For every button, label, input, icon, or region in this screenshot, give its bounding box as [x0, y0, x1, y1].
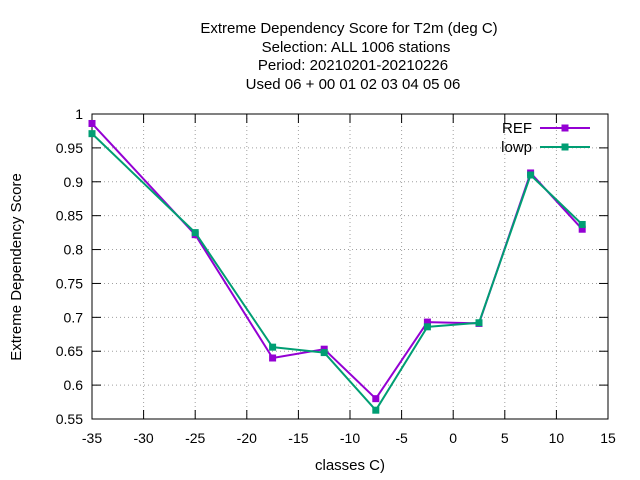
y-tick-label: 0.9: [64, 174, 84, 190]
x-tick-label: -25: [185, 430, 205, 446]
data-point-REF: [269, 354, 277, 362]
y-tick-label: 0.95: [56, 140, 83, 156]
y-tick-label: 0.7: [64, 309, 84, 325]
data-point-lowp: [527, 171, 535, 179]
x-tick-label: 15: [600, 430, 616, 446]
y-tick-label: 0.75: [56, 275, 83, 291]
x-tick-label: -5: [395, 430, 408, 446]
data-point-lowp: [475, 319, 483, 327]
legend-label-REF: REF: [502, 120, 532, 137]
y-tick-label: 0.85: [56, 208, 83, 224]
x-tick-label: -15: [288, 430, 308, 446]
x-tick-label: -20: [237, 430, 257, 446]
title-line-2: Selection: ALL 1006 stations: [262, 39, 451, 56]
series-lowp: [88, 130, 586, 414]
legend-label-lowp: lowp: [501, 139, 532, 156]
data-point-REF: [372, 395, 380, 403]
title-line-1: Extreme Dependency Score for T2m (deg C): [200, 20, 497, 37]
y-tick-label: 0.65: [56, 343, 83, 359]
y-tick-label: 1: [75, 106, 83, 122]
data-point-lowp: [372, 406, 380, 414]
grid: [92, 114, 608, 419]
title-line-3: Period: 20210201-20210226: [258, 57, 448, 74]
x-tick-label: -10: [340, 430, 360, 446]
data-point-REF: [88, 119, 96, 127]
data-point-lowp: [88, 130, 96, 138]
legend: REF lowp: [501, 120, 590, 156]
y-tick-label: 0.8: [64, 242, 84, 258]
y-tick-labels: 0.55 0.6 0.65 0.7 0.75 0.8 0.85 0.9 0.95 1: [56, 106, 83, 427]
plot-border: [91, 113, 609, 420]
data-point-lowp: [423, 323, 431, 331]
x-axis-label: classes C): [315, 457, 385, 474]
x-tick-label: -30: [133, 430, 153, 446]
x-tick-label: 0: [449, 430, 457, 446]
x-tick-label: 10: [549, 430, 565, 446]
data-point-lowp: [320, 349, 328, 357]
series-layer: [88, 119, 586, 414]
series-line-REF: [91, 122, 583, 400]
data-point-lowp: [269, 343, 277, 351]
x-tick-label: 5: [501, 430, 509, 446]
title-line-4: Used 06 + 00 01 02 03 04 05 06: [246, 76, 461, 93]
data-point-REF: [578, 225, 586, 233]
legend-marker-REF: [561, 124, 569, 132]
series-REF: [88, 119, 586, 403]
data-point-lowp: [191, 229, 199, 237]
x-tick-labels: -35 -30 -25 -20 -15 -10 -5 0 5 10 15: [82, 430, 616, 446]
series-line-lowp: [91, 132, 583, 412]
data-point-REF: [423, 318, 431, 326]
legend-marker-lowp: [561, 143, 569, 151]
y-tick-label: 0.6: [64, 377, 84, 393]
x-tick-label: -35: [82, 430, 102, 446]
chart-title: Extreme Dependency Score for T2m (deg C)…: [200, 20, 497, 93]
y-tick-label: 0.55: [56, 411, 83, 427]
data-point-lowp: [578, 220, 586, 228]
y-axis-label: Extreme Dependency Score: [8, 173, 25, 361]
